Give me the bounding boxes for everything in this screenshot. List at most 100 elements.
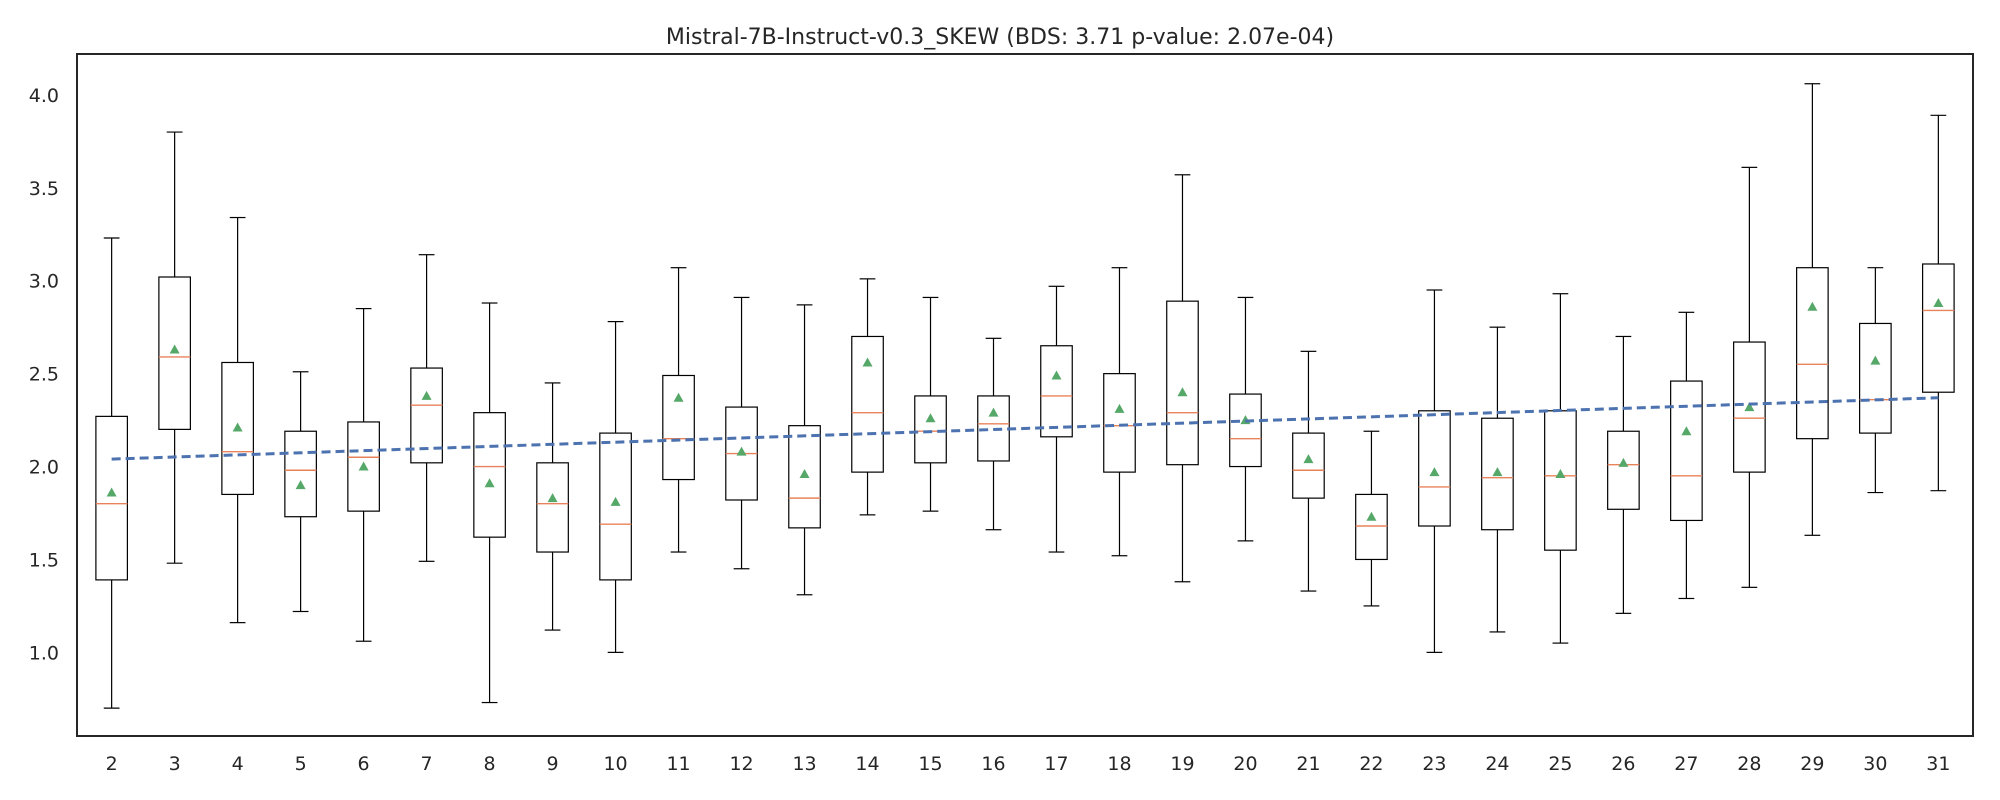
x-tick-label: 9: [547, 753, 559, 775]
box-30: [1859, 267, 1892, 494]
box-27: [1670, 311, 1703, 600]
mean-marker: [1555, 468, 1566, 478]
mean-marker: [1933, 298, 1944, 308]
box-iqr: [410, 367, 443, 464]
x-tick-label: 30: [1863, 753, 1887, 775]
x-tick-label: 19: [1170, 753, 1194, 775]
x-tick-label: 3: [169, 753, 181, 775]
x-tick-label: 31: [1926, 753, 1950, 775]
box-iqr: [95, 415, 128, 581]
box-iqr: [914, 395, 947, 464]
x-tick-label: 20: [1233, 753, 1257, 775]
x-tick-label: 29: [1800, 753, 1824, 775]
mean-marker: [736, 446, 747, 456]
boxes-layer: [95, 83, 1955, 709]
box-iqr: [662, 374, 695, 481]
mean-marker: [484, 478, 495, 488]
box-iqr: [1544, 410, 1577, 551]
mean-marker: [295, 480, 306, 490]
x-tick-label: 5: [295, 753, 307, 775]
box-iqr: [1418, 410, 1451, 527]
mean-marker: [673, 392, 684, 402]
y-tick-label: 4.0: [29, 85, 59, 107]
x-tick-label: 23: [1422, 753, 1446, 775]
mean-marker: [1114, 403, 1125, 413]
x-tick-label: 14: [855, 753, 879, 775]
chart-title: Mistral-7B-Instruct-v0.3_SKEW (BDS: 3.71…: [666, 25, 1334, 50]
box-iqr: [1481, 417, 1514, 531]
x-tick-label: 21: [1296, 753, 1320, 775]
mean-marker: [1177, 387, 1188, 397]
plot-frame: [76, 53, 1974, 737]
box-iqr: [1355, 493, 1388, 561]
box-iqr: [536, 462, 569, 553]
box-23: [1418, 289, 1451, 653]
x-tick-label: 17: [1044, 753, 1068, 775]
x-tick-label: 22: [1359, 753, 1383, 775]
box-29: [1796, 83, 1829, 536]
box-13: [788, 304, 821, 596]
y-axis: 1.0 1.5 2.0 2.5 3.0 3.5 4.0: [29, 85, 59, 664]
mean-marker: [106, 487, 117, 497]
box-iqr: [1733, 341, 1766, 473]
box-17: [1040, 285, 1073, 553]
mean-marker: [421, 390, 432, 400]
mean-marker: [925, 413, 936, 423]
x-tick-label: 28: [1737, 753, 1761, 775]
box-22: [1355, 430, 1388, 607]
box-iqr: [599, 432, 632, 581]
x-tick-label: 4: [232, 753, 244, 775]
box-5: [284, 371, 317, 613]
box-16: [977, 337, 1010, 531]
y-tick-label: 3.0: [29, 271, 59, 293]
box-12: [725, 296, 758, 570]
x-tick-label: 11: [666, 753, 690, 775]
x-tick-label: 2: [106, 753, 118, 775]
box-7: [410, 254, 443, 562]
mean-marker: [1744, 402, 1755, 412]
box-15: [914, 296, 947, 512]
y-tick-label: 2.5: [29, 364, 59, 386]
y-tick-label: 1.5: [29, 549, 59, 571]
mean-marker: [169, 344, 180, 354]
mean-marker: [988, 407, 999, 417]
box-iqr: [788, 425, 821, 529]
box-31: [1922, 114, 1955, 492]
box-25: [1544, 293, 1577, 644]
x-tick-label: 15: [918, 753, 942, 775]
box-iqr: [1796, 267, 1829, 440]
mean-marker: [799, 468, 810, 478]
box-14: [851, 278, 884, 516]
y-tick-label: 3.5: [29, 178, 59, 200]
box-28: [1733, 166, 1766, 588]
mean-marker: [862, 357, 873, 367]
box-8: [473, 302, 506, 704]
mean-marker: [610, 496, 621, 506]
box-iqr: [1040, 345, 1073, 438]
box-20: [1229, 296, 1262, 542]
x-axis: 2 3 4 5 6 7 8 9 10 11 12 13 14 15 16 17 18 19 20 21 22 23 24 25…: [106, 753, 1951, 775]
mean-marker: [1303, 454, 1314, 464]
x-tick-label: 27: [1674, 753, 1698, 775]
y-tick-label: 2.0: [29, 457, 59, 479]
box-10: [599, 320, 632, 653]
box-iqr: [1922, 263, 1955, 393]
box-21: [1292, 350, 1325, 592]
box-iqr: [1166, 300, 1199, 466]
box-iqr: [284, 430, 317, 518]
box-24: [1481, 326, 1514, 633]
x-tick-label: 6: [358, 753, 370, 775]
box-iqr: [1670, 380, 1703, 522]
box-26: [1607, 335, 1640, 614]
x-tick-label: 13: [792, 753, 816, 775]
box-iqr: [473, 412, 506, 538]
box-iqr: [1292, 432, 1325, 499]
box-4: [221, 216, 254, 624]
x-tick-label: 12: [729, 753, 753, 775]
x-tick-label: 18: [1107, 753, 1131, 775]
box-6: [347, 307, 380, 642]
x-tick-label: 7: [421, 753, 433, 775]
x-tick-label: 8: [484, 753, 496, 775]
box-11: [662, 267, 695, 553]
mean-marker: [1051, 370, 1062, 380]
